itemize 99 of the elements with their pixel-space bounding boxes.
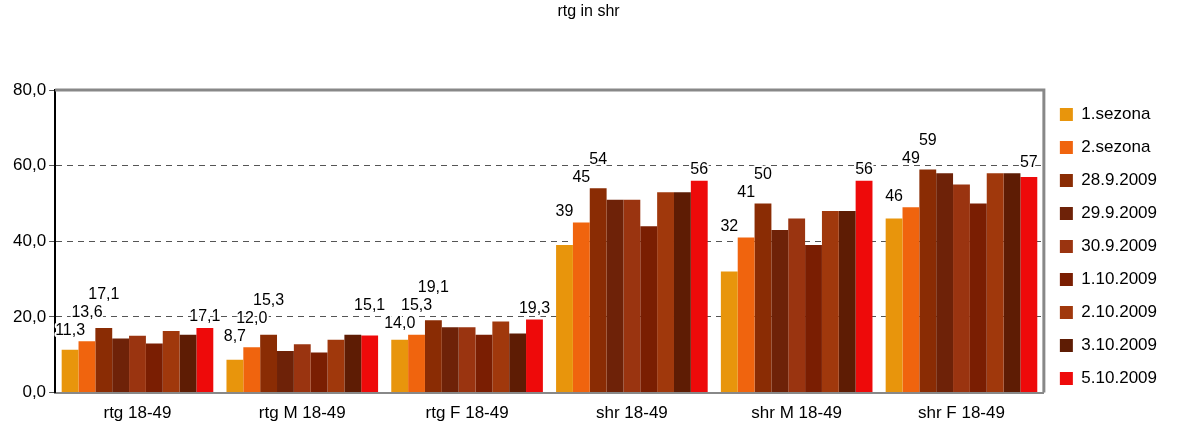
bar [754,203,772,393]
x-tick-label: rtg 18-49 [103,403,172,423]
bar [509,333,527,393]
data-label: 54 [589,149,608,167]
bar [344,334,362,393]
bar [95,327,113,393]
bar [162,330,180,393]
data-label: 13,6 [71,302,103,320]
data-label: 11,3 [55,320,86,338]
bar [855,180,873,393]
bar [1003,173,1021,393]
bar [179,334,197,393]
bar [260,334,278,393]
bar [129,335,146,393]
legend-label: 30.9.2009 [1081,236,1158,256]
chart-title: rtg in shr [556,2,621,20]
x-tick-label: shr F 18-49 [918,403,1005,423]
bar [720,271,738,393]
data-label: 17,1 [189,307,221,325]
bar [673,192,691,393]
bar [737,237,755,393]
bar [361,335,379,393]
data-label: 19,1 [417,278,450,296]
bar [838,211,856,393]
legend-label: 3.10.2009 [1081,335,1158,355]
bar [606,199,624,393]
bar [408,334,425,393]
bar [327,339,345,393]
data-label: 56 [855,160,874,178]
bar [293,344,311,393]
bar [145,343,163,393]
data-label: 59 [918,130,937,148]
legend-label: 29.9.2009 [1081,203,1158,223]
data-label: 15,3 [400,296,433,314]
y-tick-label: 60,0 [12,155,47,175]
bar [526,319,543,393]
bar [690,180,708,393]
bar [936,173,954,393]
x-tick-label: rtg F 18-49 [425,403,509,423]
data-label: 56 [690,160,709,178]
data-label: 32 [720,216,739,234]
data-label: 45 [572,167,591,185]
data-label: 19,3 [518,299,551,316]
bar [196,327,214,393]
data-label: 39 [555,201,574,219]
bar [771,229,789,393]
data-label: 17,1 [88,284,120,302]
bar [391,339,409,393]
x-tick-label: shr M 18-49 [751,403,843,423]
bar [657,192,674,393]
bar [78,341,96,393]
bar [902,207,920,393]
legend-label: 2.sezona [1081,137,1151,157]
data-label: 57 [1019,152,1038,170]
bar [112,338,130,393]
data-label: 15,1 [354,296,386,314]
y-tick-label: 20,0 [12,306,47,326]
data-label: 41 [737,182,756,200]
bar [441,327,459,393]
data-label: 15,3 [253,290,285,308]
bar [919,169,937,393]
legend-label: 5.10.2009 [1081,368,1158,388]
bar [424,320,442,393]
legend-label: 1.10.2009 [1081,269,1158,289]
bar [226,359,244,393]
bar [805,245,822,393]
bar [788,218,806,393]
bar [589,188,607,393]
bar [572,222,590,393]
bar [492,321,510,393]
bar [277,350,294,393]
data-label: 8,7 [223,326,247,344]
bar [640,226,658,393]
legend-label: 1.sezona [1081,104,1151,124]
bar [623,199,641,393]
legend-label: 28.9.2009 [1081,170,1158,190]
bar [243,347,261,393]
y-tick-label: 40,0 [12,230,47,250]
bar [821,211,839,393]
bar [61,349,79,393]
bar [556,245,573,393]
bar [969,203,987,393]
legend-label: 2.10.2009 [1081,302,1158,322]
x-tick-label: shr 18-49 [595,403,668,423]
bar [953,184,970,393]
data-label: 50 [754,164,772,182]
data-label: 12,0 [236,308,268,326]
x-tick-label: rtg M 18-49 [258,403,346,423]
bar [1020,177,1038,393]
data-label: 14,0 [384,314,416,332]
y-tick-label: 80,0 [12,79,47,99]
data-label: 46 [885,186,904,204]
data-label: 49 [902,148,920,166]
bar [310,352,328,393]
bar [885,218,903,393]
bar [475,334,493,393]
bar [986,173,1004,393]
y-tick-label: 0,0 [22,382,47,402]
bar [458,327,476,393]
